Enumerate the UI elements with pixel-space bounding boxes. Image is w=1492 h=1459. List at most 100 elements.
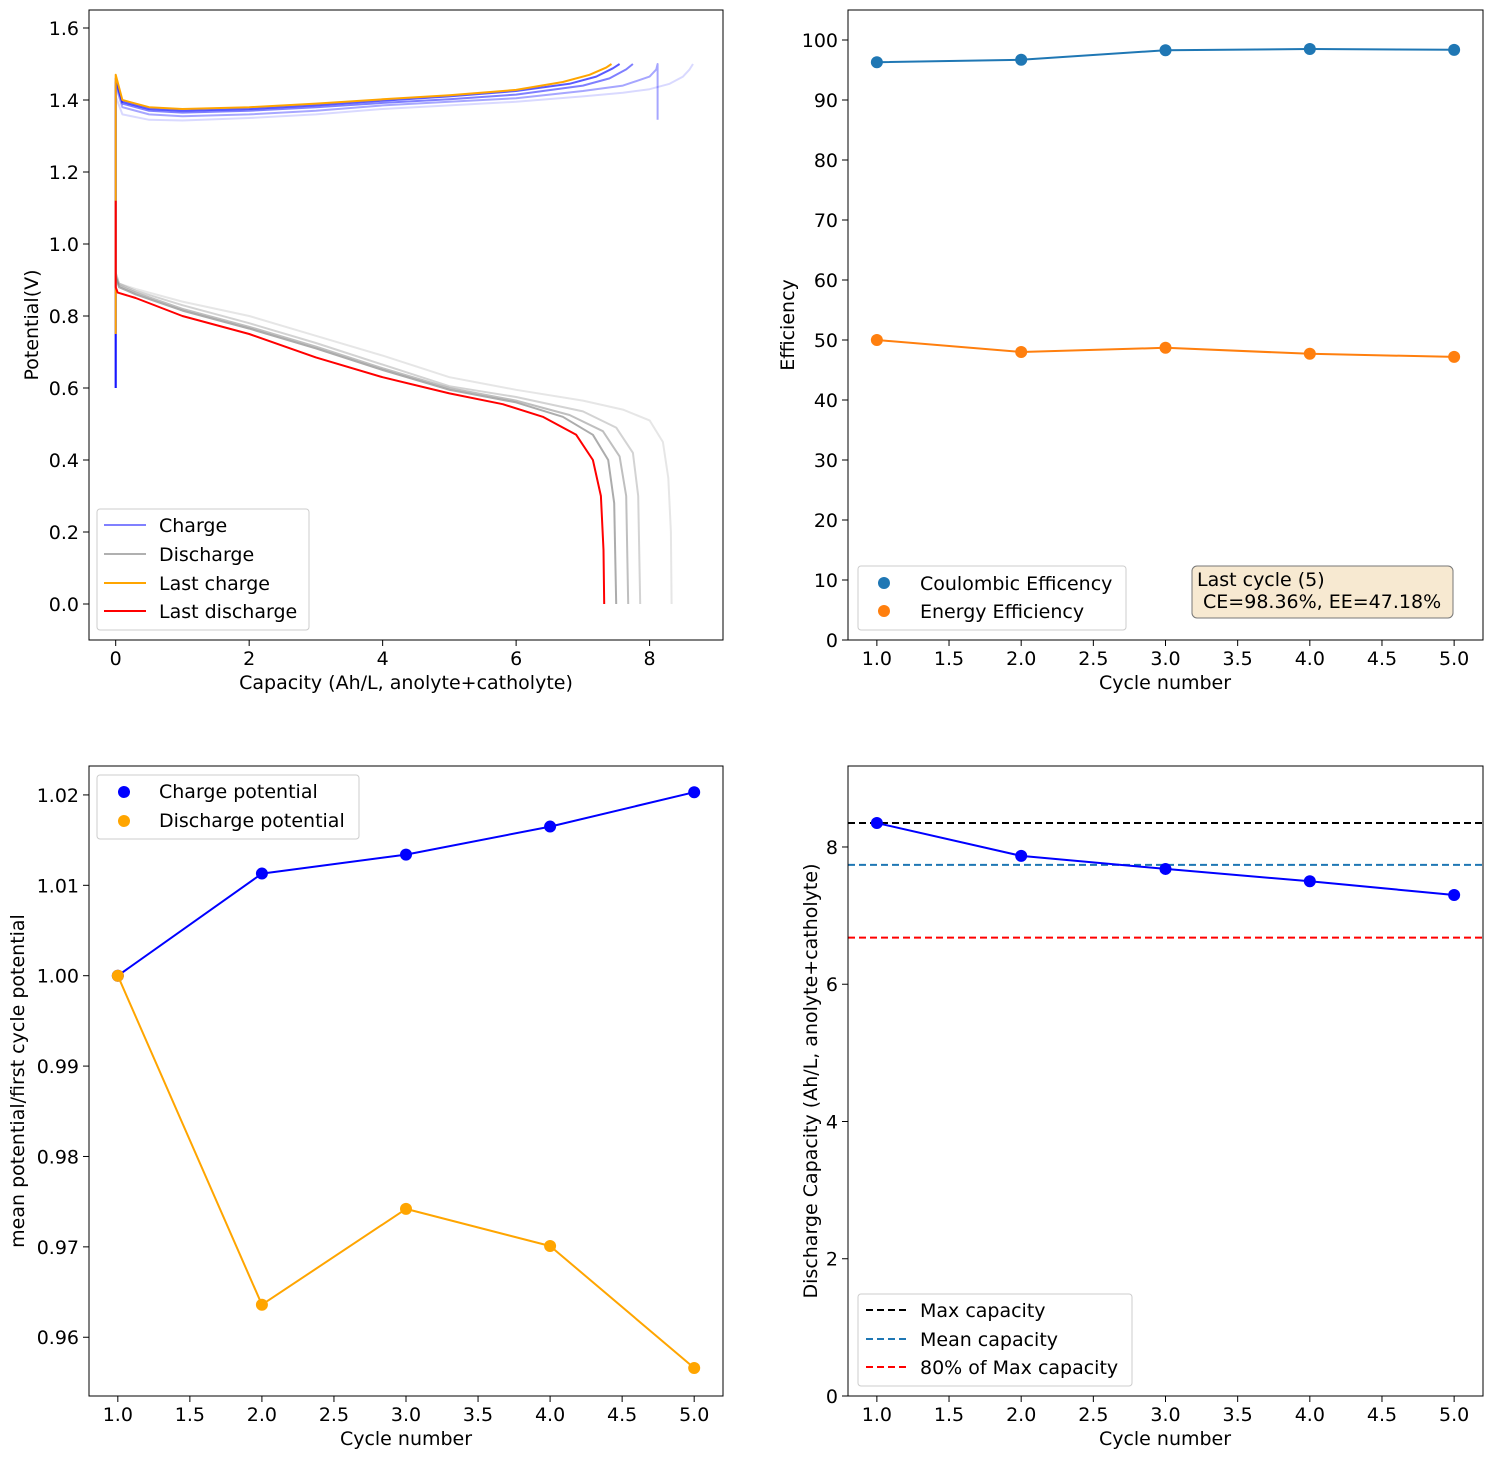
p2-xtick-label-7: 4.5 <box>1367 648 1397 670</box>
p2-series-0-point-4 <box>1448 43 1461 56</box>
p4-series-0-point-3 <box>1303 875 1316 888</box>
panel-capacity-potential: 0 2 4 6 8 0.0 0.2 0.4 0.6 0.8 1.0 1.2 1.4 1.6 Capacit… <box>21 9 724 694</box>
p3-ytick-label-5: 1.01 <box>37 875 79 897</box>
p2-ytick-label-2: 20 <box>814 510 838 532</box>
p2-annotation-box <box>1191 565 1454 619</box>
p1-xtick-label-0: 0 <box>110 648 122 670</box>
p2-ytick-label-3: 30 <box>814 450 838 472</box>
p1-series-1-line <box>114 63 659 388</box>
p3-xtick-label-2: 2.0 <box>247 1404 277 1426</box>
p4-xtick-label-7: 4.5 <box>1367 1404 1397 1426</box>
panel-mean-potential: 1.0 1.5 2.0 2.5 3.0 3.5 4.0 4.5 5.0 0.96 0.97 0.98 0… <box>7 765 724 1450</box>
p3-ytick-label-2: 0.98 <box>37 1146 79 1168</box>
p4-xtick-label-5: 3.5 <box>1223 1404 1253 1426</box>
p3-legend-label-discharge: Discharge potential <box>159 810 345 832</box>
p1-xtick-label-3: 6 <box>510 648 522 670</box>
p4-series-0-point-1 <box>1015 849 1028 862</box>
p4-xtick-label-8: 5.0 <box>1439 1404 1469 1426</box>
p2-ytick-label-4: 40 <box>814 390 838 412</box>
p2-series-1-point-3 <box>1303 347 1316 360</box>
p1-legend-label-last-discharge: Last discharge <box>159 601 297 623</box>
p4-legend-label-max: Max capacity <box>920 1300 1046 1322</box>
p3-series-0-point-3 <box>544 820 557 833</box>
p4-legend-label-80pct: 80% of Max capacity <box>920 1357 1118 1379</box>
p3-xlabel: Cycle number <box>340 1428 472 1450</box>
p2-ytick-label-10: 100 <box>802 30 838 52</box>
p2-series-1-point-0 <box>870 334 883 346</box>
p4-ytick-label-1: 2 <box>826 1249 838 1271</box>
p2-xtick-label-1: 1.5 <box>934 648 964 670</box>
p1-legend-box <box>96 508 310 631</box>
p1-series-8-line <box>114 276 618 605</box>
p2-series-0-point-2 <box>1159 44 1172 57</box>
p4-xtick-label-0: 1.0 <box>862 1404 892 1426</box>
p2-legend-swatch-ce <box>878 577 890 589</box>
p4-series-0-point-4 <box>1448 889 1461 902</box>
p2-xtick-label-6: 4.0 <box>1295 648 1325 670</box>
p4-series-0-point-0 <box>870 816 883 829</box>
p4-xtick-label-3: 2.5 <box>1078 1404 1108 1426</box>
p4-series-0-point-2 <box>1159 862 1172 875</box>
p3-legend-label-charge: Charge potential <box>159 781 318 803</box>
p1-axes-frame <box>88 9 724 641</box>
p2-series-1-point-4 <box>1448 350 1461 363</box>
p2-axes-frame <box>847 9 1484 641</box>
p1-legend-label-last-charge: Last charge <box>159 573 270 595</box>
p2-legend: Coulombic Efficency Energy Efficiency <box>857 565 1127 631</box>
panel-discharge-capacity: 1.0 1.5 2.0 2.5 3.0 3.5 4.0 4.5 5.0 0 2 4 6 8 Cycle n… <box>800 765 1484 1450</box>
p2-series-1-point-1 <box>1015 346 1028 358</box>
p2-series-0-point-3 <box>1303 43 1316 55</box>
p1-series-0-line <box>114 63 694 388</box>
p2-ytick-label-5: 50 <box>814 330 838 352</box>
p2-ytick-label-7: 70 <box>814 210 838 232</box>
p2-annotation-line2: CE=98.36%, EE=47.18% <box>1197 591 1441 613</box>
p3-ytick-label-6: 1.02 <box>37 785 79 807</box>
p1-ytick-label-1: 0.2 <box>49 522 79 544</box>
panel-efficiency: 1.0 1.5 2.0 2.5 3.0 3.5 4.0 4.5 5.0 0 10 20 30 40 50 60… <box>777 9 1484 694</box>
p4-xtick-label-4: 3.0 <box>1150 1404 1180 1426</box>
p2-annotation: Last cycle (5) CE=98.36%, EE=47.18% <box>1191 565 1454 619</box>
p1-ytick-label-4: 0.8 <box>49 306 79 328</box>
p3-series-0-point-4 <box>688 786 701 799</box>
p1-series-5-line <box>114 272 673 605</box>
p1-series-6-line <box>114 272 642 605</box>
p3-series-0-point-1 <box>255 867 268 880</box>
p4-plot-layer: 1.0 1.5 2.0 2.5 3.0 3.5 4.0 4.5 5.0 0 2 4 6 8 <box>826 816 1483 1426</box>
p1-ylabel: Potential(V) <box>21 269 43 380</box>
p1-series-2-line <box>114 63 634 388</box>
p2-legend-box <box>857 565 1127 631</box>
p2-xtick-label-3: 2.5 <box>1078 648 1108 670</box>
p2-ytick-label-6: 60 <box>814 270 838 292</box>
p3-xtick-label-0: 1.0 <box>103 1404 133 1426</box>
p3-legend-swatch-charge <box>118 786 130 798</box>
p2-xlabel: Cycle number <box>1099 672 1231 694</box>
p2-series-0-point-1 <box>1015 53 1028 66</box>
p3-xtick-label-4: 3.0 <box>391 1404 421 1426</box>
p3-xtick-label-5: 3.5 <box>463 1404 493 1426</box>
p3-ytick-label-1: 0.97 <box>37 1237 79 1259</box>
p3-legend-box <box>96 774 360 840</box>
p1-ytick-label-5: 1.0 <box>49 234 79 256</box>
p2-series-1-point-2 <box>1159 341 1172 354</box>
p3-xtick-label-3: 2.5 <box>319 1404 349 1426</box>
p2-xtick-label-4: 3.0 <box>1150 648 1180 670</box>
p4-legend: Max capacity Mean capacity 80% of Max ca… <box>857 1293 1133 1387</box>
p2-ytick-label-0: 0 <box>826 630 838 652</box>
p3-xtick-label-7: 4.5 <box>607 1404 637 1426</box>
p3-series-1-point-4 <box>688 1361 701 1374</box>
p1-xtick-label-1: 2 <box>243 648 255 670</box>
p1-xlabel: Capacity (Ah/L, anolyte+catholyte) <box>239 672 573 694</box>
p3-series-1-point-2 <box>400 1202 412 1215</box>
p2-legend-swatch-ee <box>878 605 890 617</box>
p3-ytick-label-4: 1.00 <box>37 966 79 988</box>
p2-ylabel: Efficiency <box>777 279 799 371</box>
p3-axes-frame <box>88 765 724 1397</box>
p2-xtick-label-5: 3.5 <box>1223 648 1253 670</box>
p1-xtick-label-2: 4 <box>377 648 389 670</box>
p2-xtick-label-8: 5.0 <box>1439 648 1469 670</box>
p1-ytick-label-2: 0.4 <box>49 450 79 472</box>
p3-legend-swatch-discharge <box>118 815 130 827</box>
p1-legend-label-discharge: Discharge <box>159 544 254 566</box>
